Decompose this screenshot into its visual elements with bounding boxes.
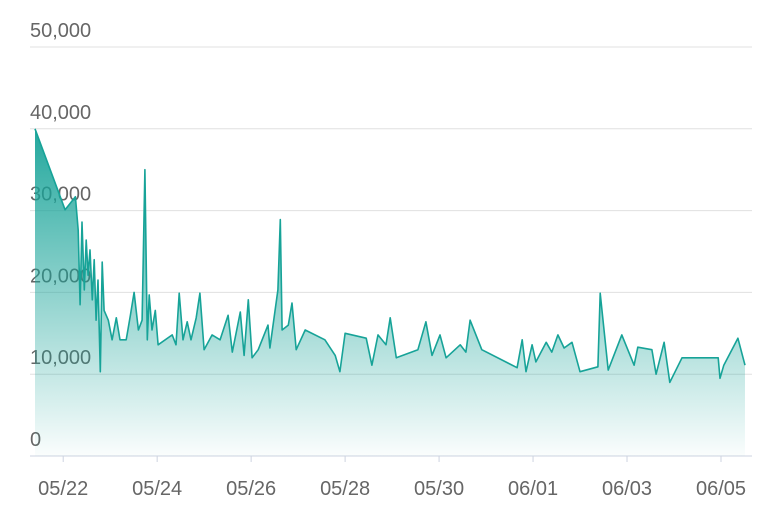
y-tick-label: 40,000 bbox=[30, 102, 91, 124]
x-tick-label: 06/03 bbox=[602, 478, 652, 500]
x-tick-label: 05/22 bbox=[38, 478, 88, 500]
x-tick-label: 05/28 bbox=[320, 478, 370, 500]
x-tick-label: 05/26 bbox=[226, 478, 276, 500]
area-fill bbox=[35, 128, 745, 457]
x-tick-label: 06/05 bbox=[696, 478, 746, 500]
x-tick-label: 05/24 bbox=[132, 478, 182, 500]
y-tick-label: 50,000 bbox=[30, 20, 91, 42]
x-tick-label: 05/30 bbox=[414, 478, 464, 500]
line bbox=[34, 128, 746, 384]
x-tick-label: 06/01 bbox=[508, 478, 558, 500]
